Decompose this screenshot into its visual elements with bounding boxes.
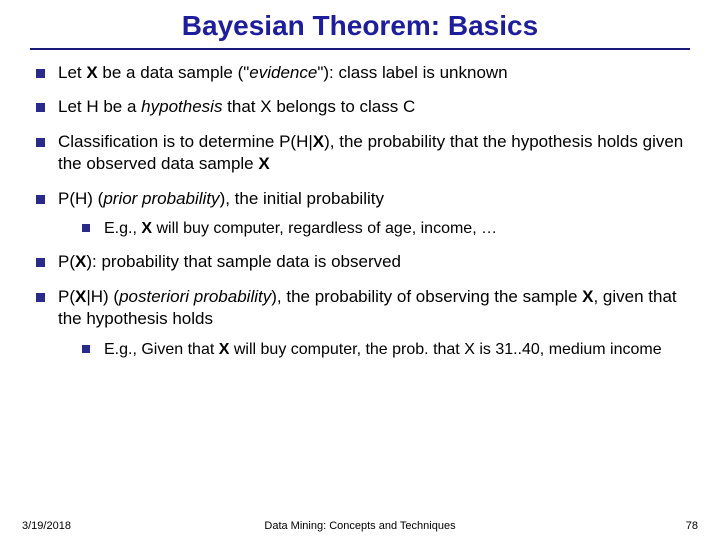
- bullet-2: Let H be a hypothesis that X belongs to …: [34, 96, 686, 118]
- italic-evidence: evidence: [249, 63, 317, 82]
- italic-hypothesis: hypothesis: [141, 97, 222, 116]
- title-wrap: Bayesian Theorem: Basics: [0, 0, 720, 48]
- footer-page: 78: [686, 520, 698, 532]
- text: ): probability that sample data is obser…: [86, 252, 401, 271]
- bold-x: X: [258, 154, 269, 173]
- italic-prior: prior probability: [103, 189, 219, 208]
- footer-center: Data Mining: Concepts and Techniques: [0, 520, 720, 532]
- bullet-3: Classification is to determine P(H|X), t…: [34, 131, 686, 176]
- text: E.g.,: [104, 220, 141, 237]
- content-area: Let X be a data sample ("evidence"): cla…: [0, 62, 720, 360]
- text: P(: [58, 287, 75, 306]
- text: will buy computer, the prob. that X is 3…: [229, 341, 661, 358]
- text: Let: [58, 63, 86, 82]
- bullet-1: Let X be a data sample ("evidence"): cla…: [34, 62, 686, 84]
- bold-x: X: [313, 132, 324, 151]
- text: be a data sample (": [98, 63, 250, 82]
- italic-posteriori: posteriori probability: [119, 287, 271, 306]
- sub-bullet-4-1: E.g., X will buy computer, regardless of…: [82, 218, 686, 239]
- bold-x: X: [141, 220, 152, 237]
- bullet-4: P(H) (prior probability), the initial pr…: [34, 188, 686, 240]
- text: will buy computer, regardless of age, in…: [152, 220, 497, 237]
- text: that X belongs to class C: [222, 97, 415, 116]
- text: "): class label is unknown: [317, 63, 507, 82]
- text: Let H be a: [58, 97, 141, 116]
- title-underline: [30, 48, 690, 50]
- sub-list: E.g., Given that X will buy computer, th…: [58, 339, 686, 360]
- text: E.g., Given that: [104, 341, 219, 358]
- text: ), the probability of observing the samp…: [271, 287, 582, 306]
- text: ), the initial probability: [220, 189, 384, 208]
- text: |H) (: [86, 287, 119, 306]
- slide: Bayesian Theorem: Basics Let X be a data…: [0, 0, 720, 540]
- bold-x: X: [86, 63, 97, 82]
- bold-x: X: [75, 252, 86, 271]
- text: Classification is to determine P(H|: [58, 132, 313, 151]
- bullet-5: P(X): probability that sample data is ob…: [34, 251, 686, 273]
- bold-x: X: [219, 341, 230, 358]
- bold-x: X: [582, 287, 593, 306]
- sub-bullet-6-1: E.g., Given that X will buy computer, th…: [82, 339, 686, 360]
- sub-list: E.g., X will buy computer, regardless of…: [58, 218, 686, 239]
- bullet-list: Let X be a data sample ("evidence"): cla…: [34, 62, 686, 360]
- bullet-6: P(X|H) (posteriori probability), the pro…: [34, 286, 686, 360]
- text: P(: [58, 252, 75, 271]
- text: P(H) (: [58, 189, 103, 208]
- slide-title: Bayesian Theorem: Basics: [182, 10, 538, 41]
- bold-x: X: [75, 287, 86, 306]
